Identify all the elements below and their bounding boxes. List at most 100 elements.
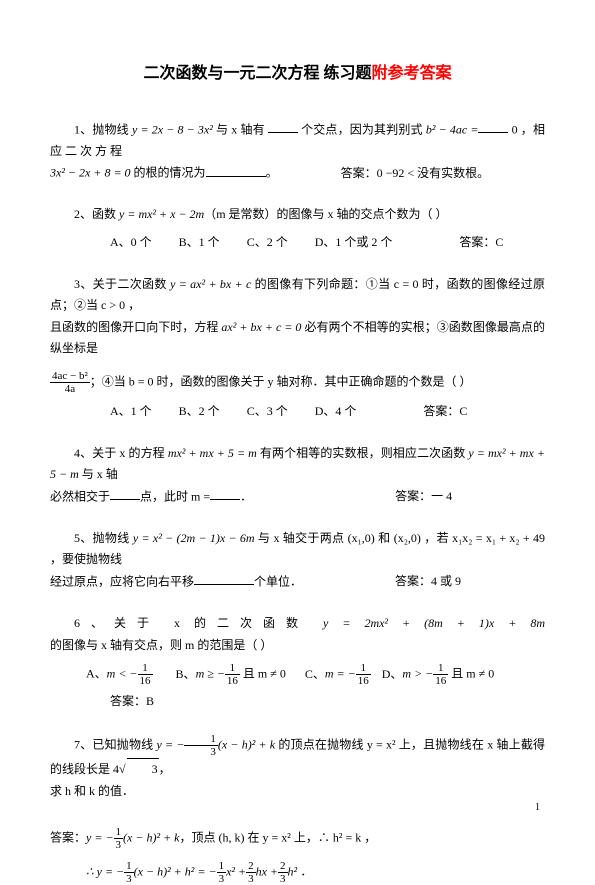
q4-p2b: 点，此时 m = [140,489,210,503]
q5-p1a: 5、抛物线 [74,531,133,545]
q3-p2a: 且函数的图像开口向下时，方程 [50,320,221,334]
q4-p2c: ． [240,489,252,503]
question-4: 4、关于 x 的方程 mx² + mx + 5 = m 有两个相等的实数根，则相… [50,443,545,508]
q7-eq-pre: y = − [157,737,185,751]
q1-eq3: 3x² − 2x + 8 = 0 [50,166,131,180]
q6-a-pre: A、 [86,667,107,681]
q3-eq2: ax² + bx + c = 0 [221,320,301,334]
title-suffix: 附参考答案 [372,65,452,82]
q6-p1a: 6、关于 x 的二次函数 [74,616,323,630]
q2-answer: 答案：C [459,235,503,249]
q6-d-suf: 且 m ≠ 0 [448,667,494,681]
page-number: 1 [535,799,540,817]
q2-text-a: 2、函数 [74,207,119,221]
q6-a-den: 16 [138,675,153,687]
q2-opt-d: D、1 个或 2 个 [315,235,393,249]
q6-c-den: 16 [356,675,371,687]
q6-d-pre: D、 [382,667,403,681]
q7-p2: 求 h 和 k 的值． [50,781,545,803]
q7-eq-suf: (x − h)² + k [218,737,275,751]
q5-p2a: 经过原点，应将它向右平移 [50,574,194,588]
q3-opt-c: C、3 个 [247,404,288,418]
sol-l1-suf: (x − h)² + k [123,831,179,845]
sol-l1-pre: y = − [86,831,114,845]
q5-p2b: 个单位． [254,574,302,588]
sol-d4: 3 [246,873,256,885]
q3-frac: 4ac − b² 4a [50,370,90,395]
sol-d5: 3 [278,873,288,885]
question-6: 6、关于 x 的二次函数 y = 2mx² + (8m + 1)x + 8m 的… [50,613,545,713]
q6-b-pre: B、 [176,667,196,681]
q6-b-rel: m ≥ − [196,667,225,681]
sol-d3: 3 [217,873,227,885]
sol-l2a: (x − h)² + h² = − [134,864,217,878]
q6-options: A、m < −116 B、m ≥ −116 且 m ≠ 0 C、m = −116… [50,662,545,687]
sol-d1: 3 [114,839,124,851]
question-1: 1、抛物线 y = 2x − 8 − 3x² 与 x 轴有 个交点，因为其判别式… [50,119,545,185]
q6-d-num: 1 [433,662,448,675]
q3-frac-den: 4a [50,383,90,395]
q6-d-rel: m > − [402,667,433,681]
q6-answer: 答案：B [50,691,545,713]
sol-l2-pre: ∴ y = − [86,864,124,878]
sol-l2d: h² ． [288,864,313,878]
q7-num: 1 [184,733,218,746]
q7-sqrt: 3 [127,758,159,781]
sol-n4: 2 [246,860,256,873]
sol-l1a: 答案： [50,831,86,845]
sol-n2: 1 [124,860,134,873]
q5-blank [194,571,254,585]
q6-a-rel: m < − [107,667,138,681]
q2-opt-a: A、0 个 [110,235,152,249]
sol-l2b: x² + [226,864,246,878]
q6-b-num: 1 [225,662,240,675]
q5-answer: 答案：4 或 9 [395,574,461,588]
q1-mid1: 与 x 轴有 [213,122,268,136]
q5-eq1: y = x² − (2m − 1)x − 6m [133,531,255,545]
q2-opt-b: B、1 个 [179,235,220,249]
question-5: 5、抛物线 y = x² − (2m − 1)x − 6m 与 x 轴交于两点 … [50,528,545,593]
page-title: 二次函数与一元二次方程 练习题附参考答案 [50,60,545,89]
q6-c-num: 1 [356,662,371,675]
q6-b-den: 16 [225,675,240,687]
question-2: 2、函数 y = mx² + x − 2m（m 是常数）的图像与 x 轴的交点个… [50,204,545,253]
q1-mid4: 的根的情况为 [131,166,206,180]
q6-eq: y = 2mx² + (8m + 1)x + 8m [323,616,545,630]
sol-l1b: ，顶点 (h, k) 在 y = x² 上，∴ h² = k ， [179,831,376,845]
q6-p1b: 的图像与 x 轴有交点，则 m 的范围是（ ） [50,638,272,652]
q2-options: A、0 个 B、1 个 C、2 个 D、1 个或 2 个 答案：C [50,232,545,254]
q3-answer: 答案：C [423,404,467,418]
solution-7: 答案：y = −13(x − h)² + k，顶点 (h, k) 在 y = x… [50,826,545,884]
q7-den: 3 [184,746,218,758]
q3-opt-a: A、1 个 [110,404,152,418]
q3-opt-d: D、4 个 [315,404,357,418]
q4-blank2 [210,486,240,500]
q3-p3: ；④当 b = 0 时，函数的图像关于 y 轴对称．其中正确命题的个数是（ ） [90,374,472,388]
q1-pre: 1、抛物线 [74,122,132,136]
q7-p1a: 7、已知抛物线 [74,737,157,751]
title-main: 二次函数与一元二次方程 练习题 [143,65,371,82]
q1-blank3 [206,162,266,176]
q2-eq: y = mx² + x − 2m [119,207,204,221]
q4-answer: 答案：一 4 [395,489,452,503]
sol-l2c: hx + [256,864,278,878]
q7-p1c: ， [159,762,171,776]
q4-p1c: 与 x 轴 [79,467,118,481]
q6-c-rel: m = − [325,667,356,681]
q4-eq1: mx² + mx + 5 = m [168,446,257,460]
q4-p2a: 必然相交于 [50,489,110,503]
q1-eq2: b² − 4ac = [426,122,479,136]
q3-frac-num: 4ac − b² [50,370,90,383]
question-3: 3、关于二次函数 y = ax² + bx + c 的图像有下列命题：①当 c … [50,274,545,423]
q3-opt-b: B、2 个 [179,404,220,418]
q6-a-num: 1 [138,662,153,675]
q1-answer: 答案：0 −92 < 没有实数根。 [341,166,490,180]
q1-tail: 。 [266,166,278,180]
q1-mid2: 个交点，因为其判别式 [298,122,426,136]
q2-text-b: （m 是常数）的图像与 x 轴的交点个数为（ ） [204,207,447,221]
sol-n5: 2 [278,860,288,873]
q4-p1a: 4、关于 x 的方程 [74,446,168,460]
q1-eq1: y = 2x − 8 − 3x² [132,122,213,136]
q3-options: A、1 个 B、2 个 C、3 个 D、4 个 答案：C [50,401,545,423]
q6-b-suf: 且 m ≠ 0 [240,667,286,681]
